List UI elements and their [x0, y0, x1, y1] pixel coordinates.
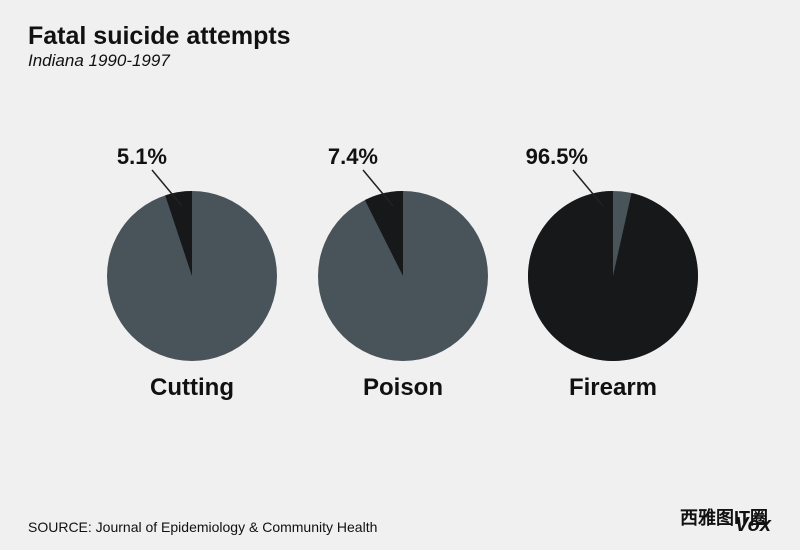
leader-line — [151, 169, 183, 207]
chart-title: Fatal suicide attempts — [28, 22, 291, 50]
pie-label: Poison — [363, 374, 443, 401]
pie-label: Cutting — [150, 374, 234, 401]
watermark: 西雅图IT圈 — [680, 507, 768, 528]
pie-slice — [165, 191, 192, 276]
value-label: 96.5% — [526, 144, 588, 169]
source: SOURCE: Journal of Epidemiology & Commun… — [28, 519, 377, 535]
leader-line — [572, 169, 604, 207]
pie-slice — [364, 191, 403, 276]
pie-label: Firearm — [569, 374, 657, 401]
brand: Vox — [735, 514, 772, 536]
value-label: 7.4% — [328, 144, 378, 169]
leader-line — [362, 169, 394, 207]
value-label: 5.1% — [117, 144, 167, 169]
chart-subtitle: Indiana 1990-1997 — [28, 51, 170, 70]
pie-slice — [528, 191, 698, 361]
